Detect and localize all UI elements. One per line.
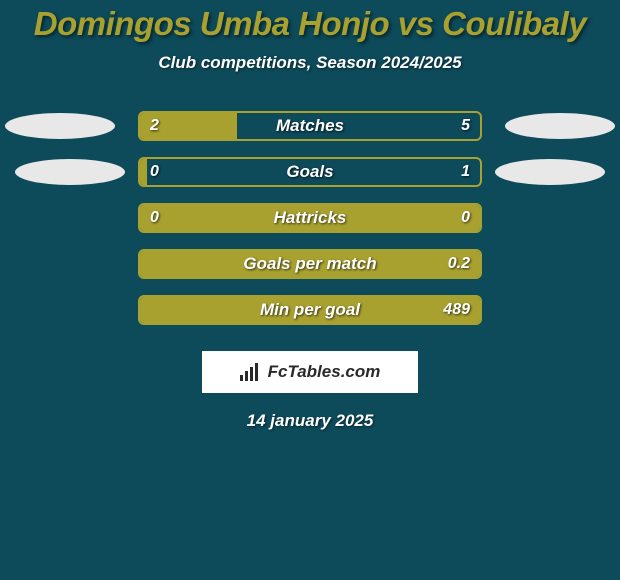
- stat-row: Hattricks 0 0: [0, 195, 620, 241]
- stat-label: Hattricks: [274, 208, 347, 228]
- stat-label: Matches: [276, 116, 344, 136]
- stat-bar: Matches 2 5: [138, 111, 482, 141]
- stat-bar: Hattricks 0 0: [138, 203, 482, 233]
- stat-label: Goals: [286, 162, 333, 182]
- stat-row: Min per goal 489: [0, 287, 620, 333]
- stat-value-right: 0: [461, 209, 470, 227]
- stat-bar-fill-left: [140, 159, 147, 185]
- chart-icon: [240, 363, 262, 381]
- comparison-chart: Matches 2 5 Goals 0 1 Hattricks 0 0 Goals per mat…: [0, 103, 620, 333]
- title-text: Domingos Umba Honjo vs Coulibaly: [34, 5, 586, 42]
- stat-value-right: 1: [461, 163, 470, 181]
- player-avatar-right: [495, 159, 605, 185]
- stat-value-right: 489: [443, 301, 470, 319]
- stat-value-left: 2: [150, 117, 159, 135]
- stat-row: Matches 2 5: [0, 103, 620, 149]
- date-text: 14 january 2025: [247, 411, 374, 430]
- stat-value-right: 5: [461, 117, 470, 135]
- brand-badge: FcTables.com: [202, 351, 418, 393]
- player-avatar-left: [5, 113, 115, 139]
- subtitle-text: Club competitions, Season 2024/2025: [158, 53, 461, 72]
- player-avatar-left: [15, 159, 125, 185]
- stat-label: Min per goal: [260, 300, 360, 320]
- stat-row: Goals 0 1: [0, 149, 620, 195]
- stat-value-left: 0: [150, 163, 159, 181]
- stat-value-left: 0: [150, 209, 159, 227]
- stat-row: Goals per match 0.2: [0, 241, 620, 287]
- stat-label: Goals per match: [243, 254, 376, 274]
- stat-value-right: 0.2: [448, 255, 470, 273]
- stat-bar: Min per goal 489: [138, 295, 482, 325]
- stat-bar: Goals 0 1: [138, 157, 482, 187]
- player-avatar-right: [505, 113, 615, 139]
- brand-text: FcTables.com: [268, 362, 381, 382]
- stat-bar: Goals per match 0.2: [138, 249, 482, 279]
- subtitle: Club competitions, Season 2024/2025: [0, 53, 620, 73]
- page-title: Domingos Umba Honjo vs Coulibaly: [0, 0, 620, 43]
- date-label: 14 january 2025: [0, 411, 620, 431]
